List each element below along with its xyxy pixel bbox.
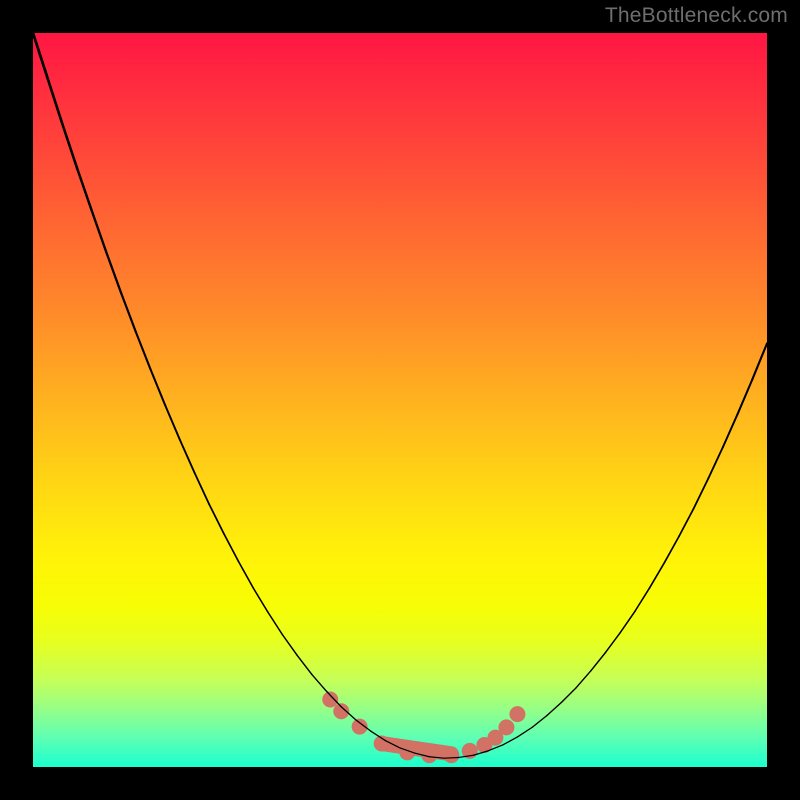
plot-background-gradient: [33, 33, 767, 767]
highlight-dot: [509, 706, 525, 722]
watermark-text: TheBottleneck.com: [605, 4, 788, 28]
highlight-dot: [498, 719, 514, 735]
highlight-segment: [382, 744, 452, 754]
highlight-dot: [322, 691, 338, 707]
bottleneck-chart: [0, 0, 800, 800]
highlight-dot: [443, 747, 459, 763]
